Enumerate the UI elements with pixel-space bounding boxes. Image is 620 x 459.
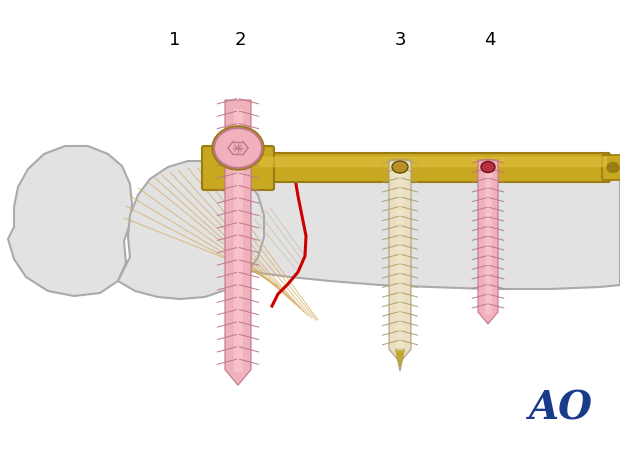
Text: 4: 4 (484, 31, 496, 49)
Polygon shape (8, 146, 132, 296)
FancyBboxPatch shape (202, 146, 274, 190)
FancyBboxPatch shape (249, 157, 607, 167)
FancyBboxPatch shape (246, 153, 610, 182)
Polygon shape (389, 160, 411, 363)
Polygon shape (118, 161, 264, 299)
Text: AO: AO (528, 390, 592, 428)
Ellipse shape (481, 162, 495, 173)
Text: 1: 1 (169, 31, 180, 49)
Text: 3: 3 (394, 31, 405, 49)
FancyBboxPatch shape (602, 155, 620, 180)
Ellipse shape (479, 161, 497, 174)
Polygon shape (396, 349, 404, 371)
Ellipse shape (212, 126, 264, 170)
Ellipse shape (391, 161, 409, 174)
Ellipse shape (392, 161, 408, 173)
Polygon shape (225, 100, 251, 385)
Ellipse shape (229, 161, 247, 174)
Text: 2: 2 (234, 31, 246, 49)
Ellipse shape (607, 162, 619, 173)
Polygon shape (478, 160, 498, 324)
Polygon shape (222, 151, 620, 289)
Ellipse shape (214, 128, 262, 168)
